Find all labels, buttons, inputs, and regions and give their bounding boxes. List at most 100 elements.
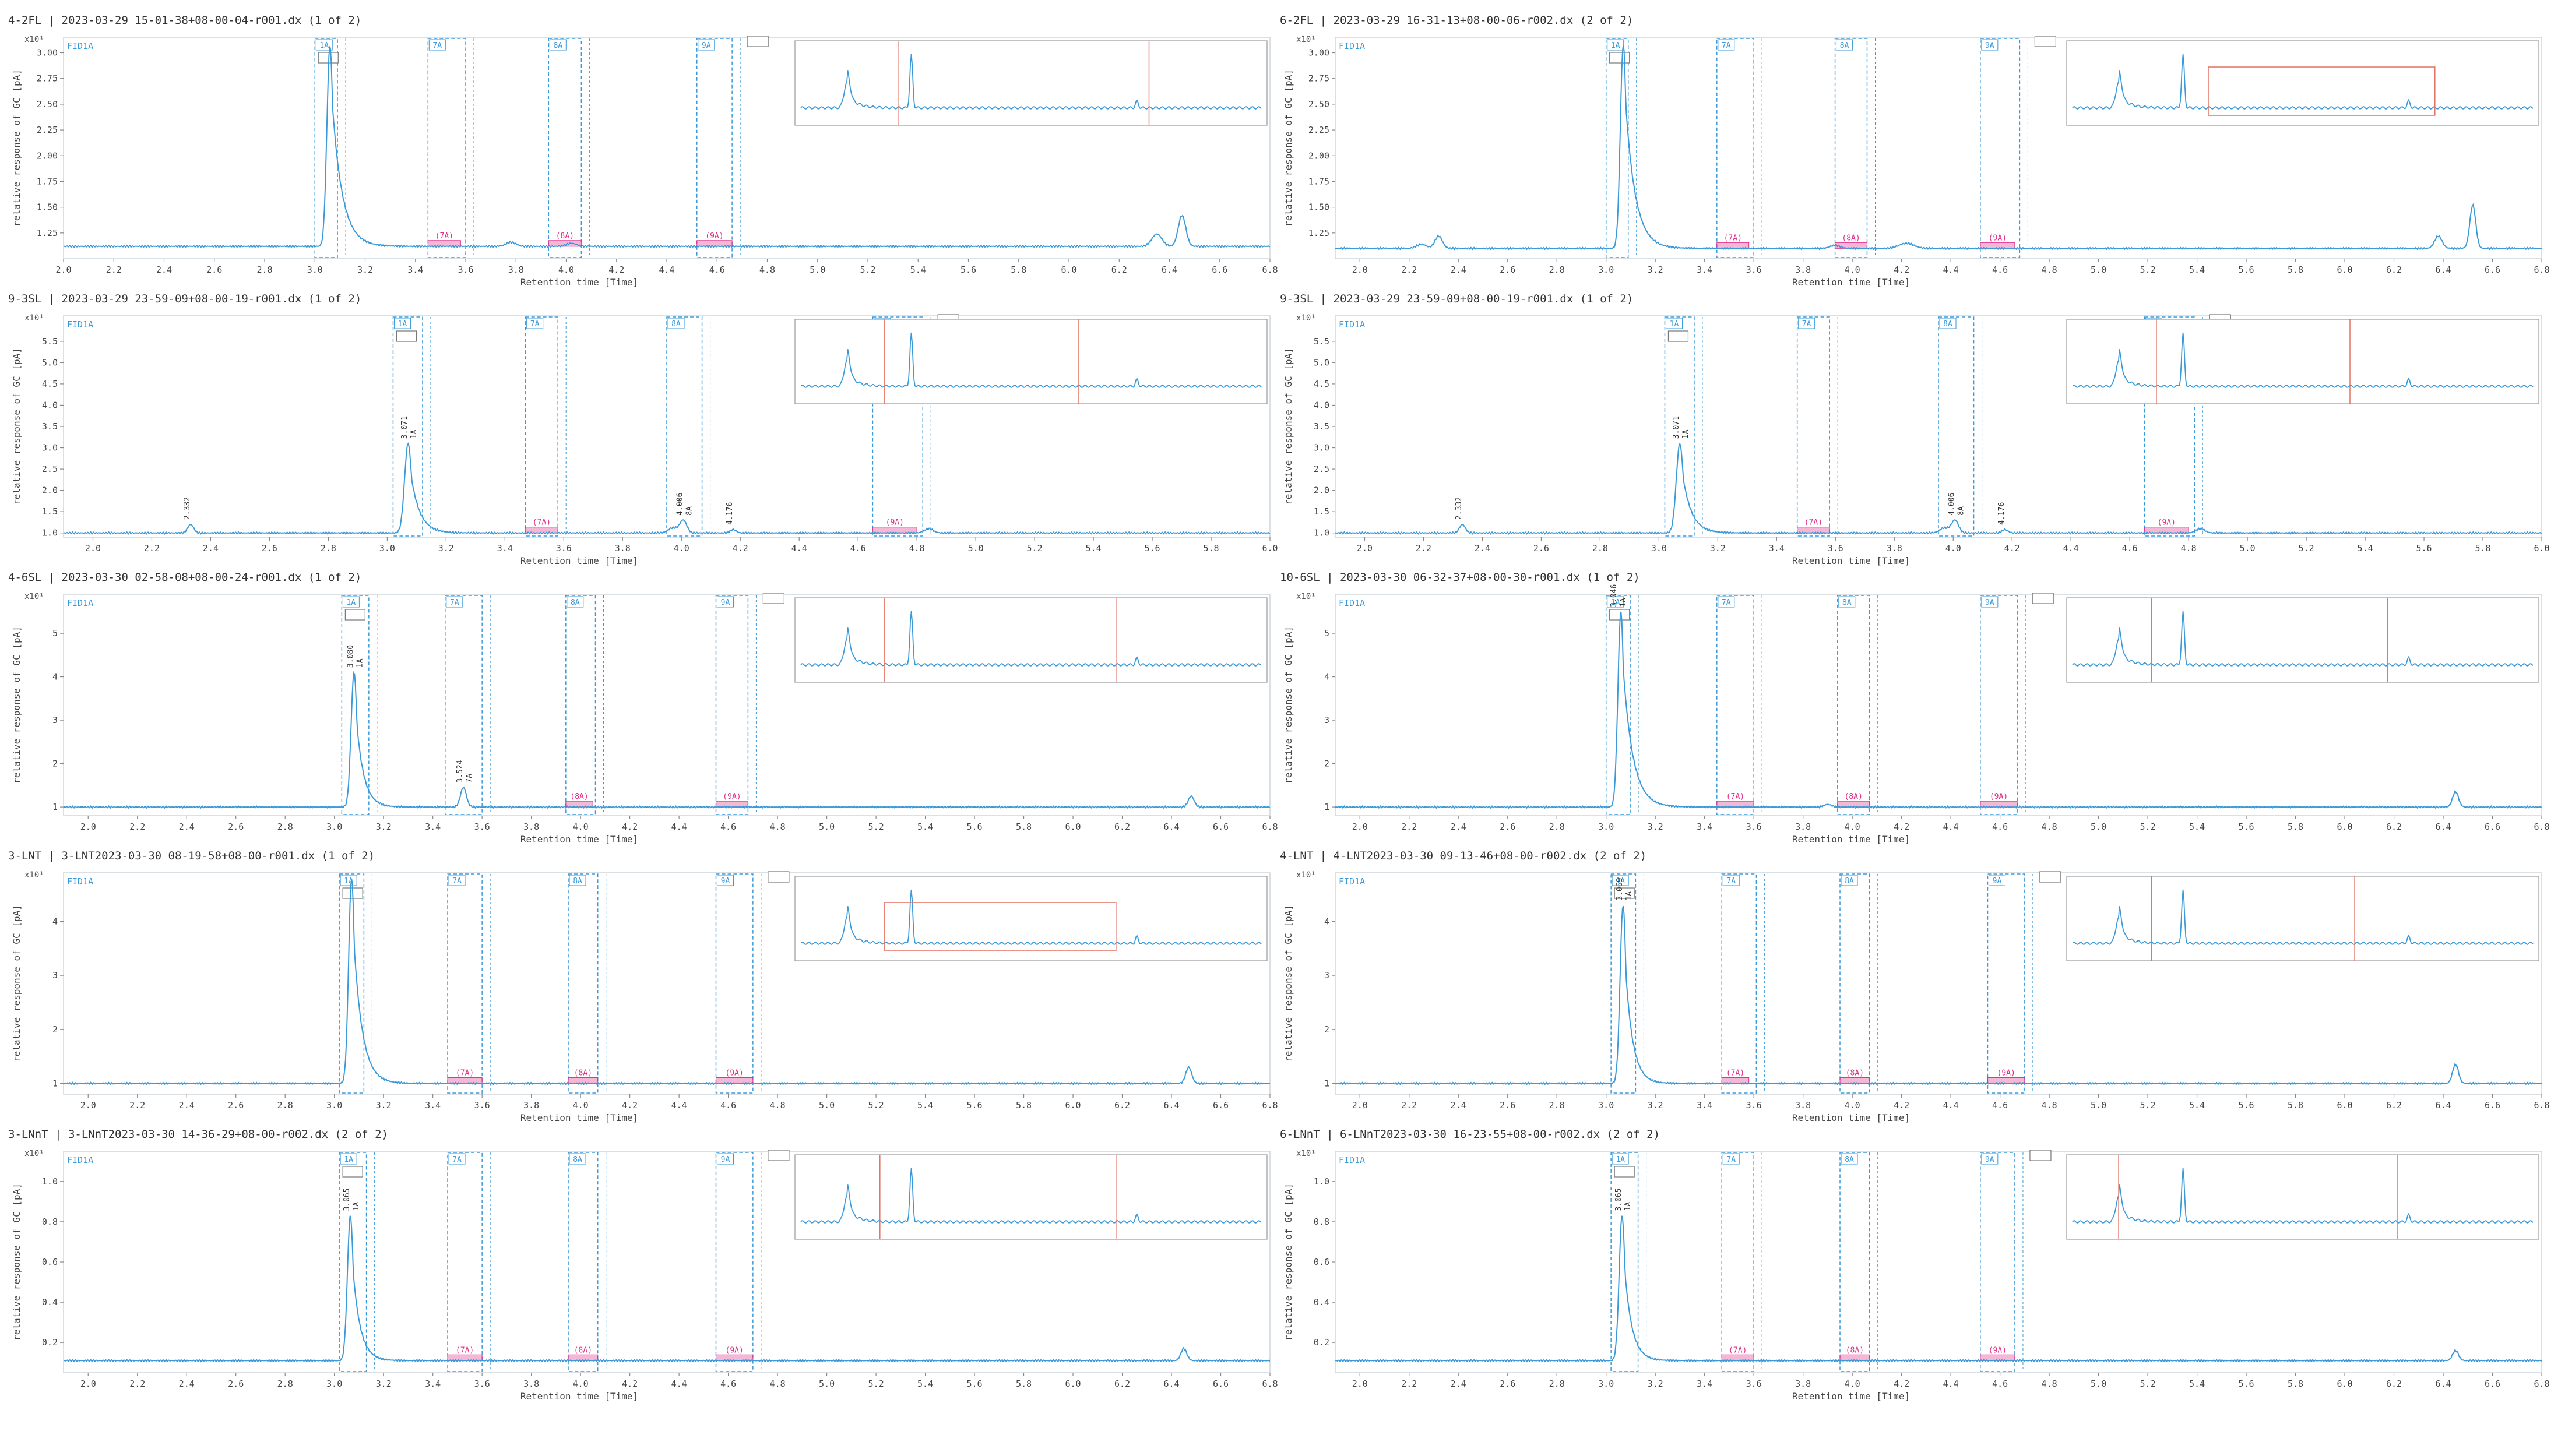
integration-window[interactable]: 7A <box>1721 1152 1762 1372</box>
signal-trace <box>63 442 1271 535</box>
integration-label: (9A) <box>726 1069 744 1077</box>
window-tag <box>716 1153 734 1165</box>
window-tag <box>340 1153 357 1165</box>
x-tick-label: 3.4 <box>497 543 513 554</box>
integration-label: (8A) <box>574 1069 592 1077</box>
overview-inset[interactable] <box>794 40 1268 126</box>
x-tick-label: 3.2 <box>376 822 392 832</box>
integration-window[interactable]: 9A <box>1980 595 2026 815</box>
integration-window[interactable]: 7A <box>1721 873 1765 1094</box>
y-axis-title: relative response of GC [pA] <box>11 69 22 227</box>
x-tick-label: 6.4 <box>1163 1379 1179 1389</box>
integration-window[interactable]: 9A <box>1987 873 2033 1094</box>
integration-window[interactable]: 7A <box>427 38 474 258</box>
y-tick-label: 3 <box>52 970 58 981</box>
integration-window[interactable]: 7A <box>525 316 567 537</box>
integration-window[interactable]: 1A <box>1610 873 1644 1094</box>
integration-window[interactable]: 1A <box>1605 38 1637 258</box>
integration-window[interactable]: 8A <box>568 1152 607 1372</box>
integration-window[interactable]: 8A <box>1839 1152 1878 1372</box>
overview-inset[interactable] <box>794 597 1268 683</box>
label-box <box>768 1150 790 1161</box>
x-tick-label: 3.2 <box>376 1100 392 1110</box>
x-tick-label: 4.8 <box>2042 265 2057 275</box>
integration-window[interactable]: 9A <box>696 38 741 258</box>
overview-inset[interactable] <box>794 319 1268 404</box>
overview-inset[interactable] <box>794 876 1268 961</box>
integration-window[interactable]: 1A <box>1610 1152 1647 1372</box>
integration-label: (7A) <box>1804 519 1822 527</box>
x-tick-label: 3.8 <box>1795 822 1811 832</box>
x-tick-label: 2.2 <box>1401 1379 1417 1389</box>
integration-window[interactable]: 1A <box>339 873 372 1094</box>
x-tick-label: 5.8 <box>2475 543 2490 554</box>
inset-trace <box>800 889 1262 945</box>
window-tag <box>446 596 463 608</box>
x-tick-label: 2.8 <box>1549 1379 1565 1389</box>
label-box <box>1614 1166 1635 1178</box>
integration-window[interactable]: 8A <box>565 595 604 815</box>
integration-window[interactable]: 9A <box>1980 1152 2024 1372</box>
window-tag <box>567 596 584 608</box>
overview-inset[interactable] <box>2066 597 2539 683</box>
integration-window[interactable]: 7A <box>1796 316 1838 537</box>
overview-inset[interactable] <box>2066 1154 2539 1240</box>
x-tick-label: 4.2 <box>622 1100 638 1110</box>
integration-window[interactable]: 1A <box>341 595 378 815</box>
window-box <box>1837 595 1870 815</box>
integration-window[interactable]: 7A <box>447 873 491 1094</box>
integration-window[interactable]: 8A <box>568 873 607 1094</box>
integration-window[interactable]: 1A <box>1664 316 1703 537</box>
x-tick-label: 2.6 <box>228 1100 244 1110</box>
integration-window[interactable]: 8A <box>1834 38 1876 258</box>
label-box <box>762 593 785 604</box>
integration-label: (7A) <box>1729 1346 1747 1355</box>
integration-window[interactable]: 8A <box>666 316 711 537</box>
integration-window[interactable]: 8A <box>1837 595 1878 815</box>
y-tick-label: 0.8 <box>42 1217 58 1227</box>
x-axis-title: Retention time [Time] <box>520 1112 638 1123</box>
window-tag <box>342 596 360 608</box>
overview-inset[interactable] <box>794 1154 1268 1240</box>
x-axis-title: Retention time [Time] <box>1792 1112 1910 1123</box>
x-tick-label: 6.4 <box>1163 1100 1179 1110</box>
x-tick-label: 2.2 <box>1401 1100 1417 1110</box>
integration-window[interactable]: 7A <box>447 1152 491 1372</box>
plot-frame <box>63 594 1271 816</box>
integration-window[interactable]: 9A <box>1980 38 2028 258</box>
y-tick-label: 2 <box>52 1024 58 1035</box>
x-tick-label: 4.6 <box>1992 265 2008 275</box>
x-tick-label: 3.4 <box>425 1100 441 1110</box>
integration-window[interactable]: 7A <box>1716 38 1762 258</box>
window-box <box>341 595 370 815</box>
integration-window[interactable]: 7A <box>1716 595 1762 815</box>
overview-inset[interactable] <box>2066 876 2539 961</box>
integration-window[interactable]: 1A <box>392 316 431 537</box>
integration-window[interactable]: 9A <box>715 873 762 1094</box>
integration-window[interactable]: 9A <box>715 595 757 815</box>
x-tick-label: 6.2 <box>1111 265 1127 275</box>
x-tick-label: 5.2 <box>2140 1379 2156 1389</box>
window-tag <box>393 318 411 329</box>
integration-window[interactable]: 1A <box>339 1152 375 1372</box>
inset-trace <box>800 1168 1262 1224</box>
integration-window[interactable]: 8A <box>548 38 590 258</box>
x-tick-label: 5.2 <box>868 1100 884 1110</box>
inset-trace <box>2072 611 2534 667</box>
overview-inset[interactable] <box>2066 40 2539 126</box>
integration-window[interactable]: 8A <box>1839 873 1878 1094</box>
integration-window[interactable]: 8A <box>1938 316 1983 537</box>
x-tick-label: 4.2 <box>1894 1100 1909 1110</box>
x-tick-label: 5.6 <box>960 265 976 275</box>
window-label: 8A <box>573 1155 582 1164</box>
integration-window[interactable]: 7A <box>445 595 491 815</box>
x-tick-label: 2.6 <box>228 822 244 832</box>
integration-window[interactable]: 9A <box>715 1152 762 1372</box>
integration-window[interactable]: 1A <box>314 38 346 258</box>
window-label: 8A <box>571 598 580 607</box>
x-tick-label: 2.2 <box>1416 543 1431 554</box>
x-tick-label: 4.0 <box>558 265 574 275</box>
y-tick-label: 2.0 <box>1314 485 1329 496</box>
label-box <box>1609 609 1630 621</box>
overview-inset[interactable] <box>2066 319 2539 404</box>
